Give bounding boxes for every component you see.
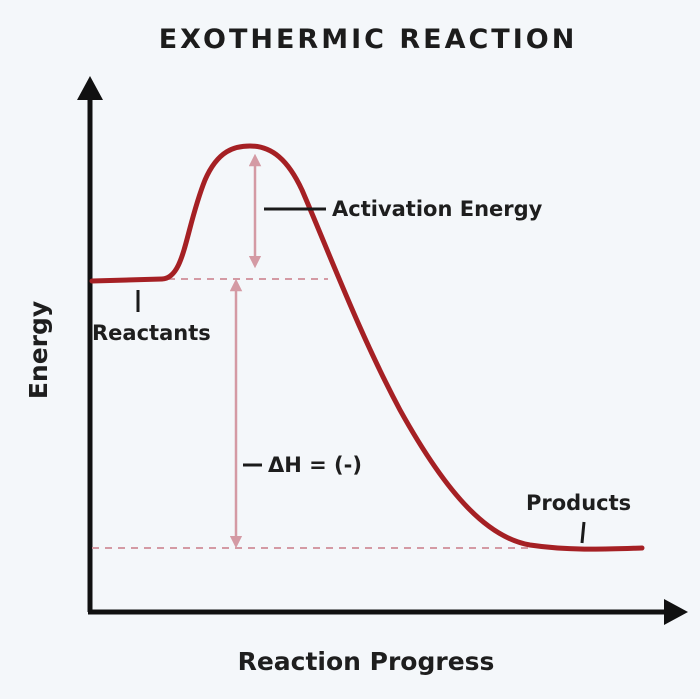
products-label: Products <box>526 491 631 515</box>
diagram-title: EXOTHERMIC REACTION <box>159 24 578 55</box>
x-axis-arrow-icon <box>664 599 688 625</box>
products-pointer <box>580 521 586 544</box>
delta-h-label: ΔH = (-) <box>268 453 362 477</box>
reactants-label: Reactants <box>92 321 211 345</box>
y-axis-arrow-icon <box>77 76 103 100</box>
activation-energy-label: Activation Energy <box>332 197 543 221</box>
y-axis-label: Energy <box>24 301 53 399</box>
energy-curve <box>89 143 645 552</box>
x-axis-label: Reaction Progress <box>238 647 495 676</box>
axes <box>77 76 688 625</box>
